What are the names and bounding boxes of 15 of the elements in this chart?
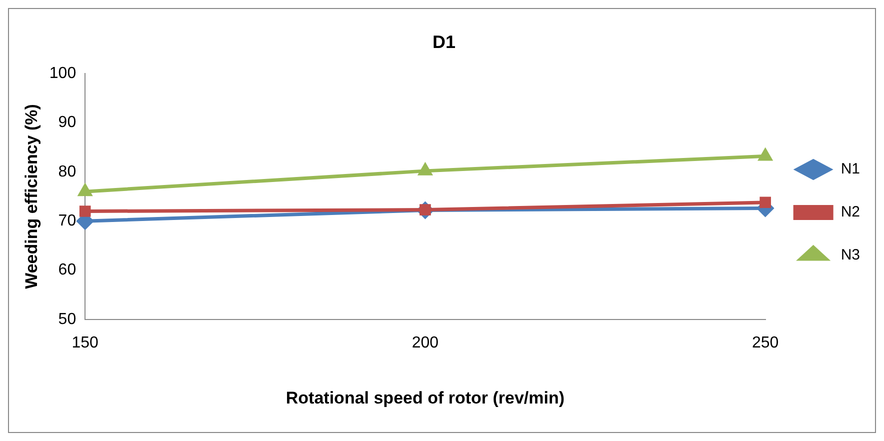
- y-tick-label: 80: [58, 163, 76, 180]
- x-tick-label: 250: [752, 334, 779, 352]
- x-tick-label: 200: [412, 334, 439, 352]
- chart-title: D1: [432, 32, 456, 52]
- y-axis-title: Weeding efficiency (%): [22, 104, 41, 289]
- y-tick-label: 50: [58, 310, 76, 328]
- legend-label: N2: [840, 204, 860, 221]
- y-tick-label: 100: [49, 65, 76, 82]
- x-axis-title: Rotational speed of rotor (rev/min): [286, 388, 565, 408]
- legend-label: N1: [840, 160, 860, 178]
- y-tick-label: 90: [58, 114, 76, 132]
- x-tick-label: 150: [72, 334, 99, 352]
- y-tick-label: 60: [58, 262, 76, 279]
- legend-label: N3: [840, 246, 860, 264]
- y-tick-label: 70: [58, 212, 76, 230]
